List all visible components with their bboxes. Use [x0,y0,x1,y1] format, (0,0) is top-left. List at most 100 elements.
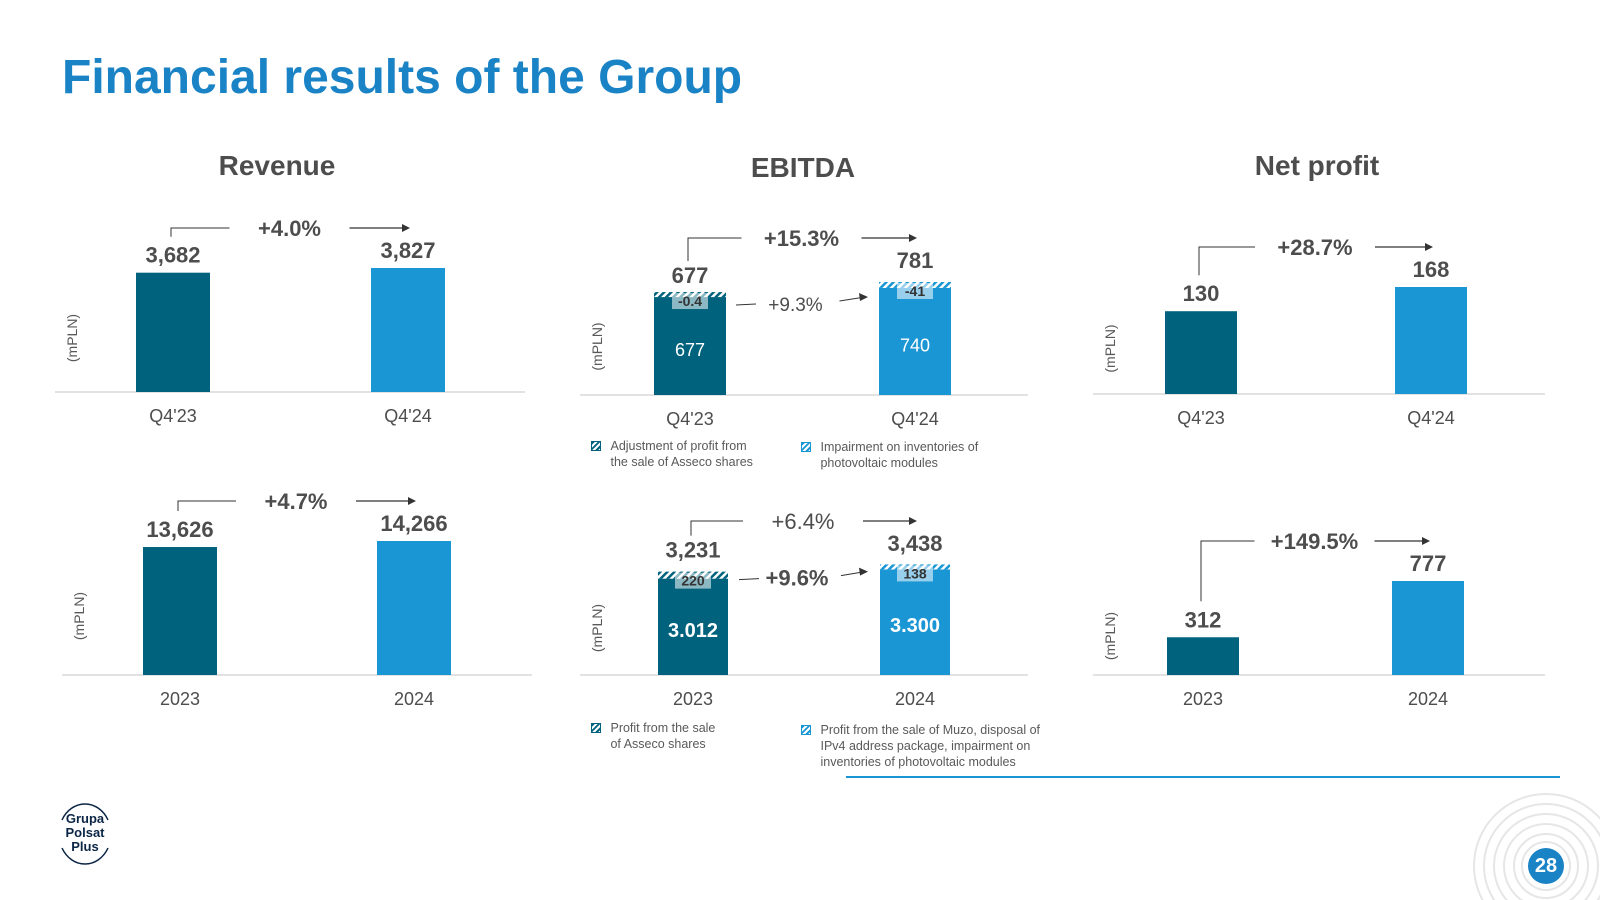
bar [1395,287,1467,394]
legend-line: IPv4 address package, impairment on [820,739,1031,753]
arrow-head-icon [909,517,917,525]
y-axis-label: (mPLN) [71,592,87,640]
value-label: 168 [1413,257,1450,282]
net-profit-heading: Net profit [1254,150,1380,181]
category-label: Q4'23 [1177,408,1224,428]
category-label: 2024 [895,689,935,709]
ebitda-heading: EBITDA [750,152,856,183]
bar [371,268,445,392]
legend-asseco-sale: Profit from the sale of Asseco shares [591,720,715,752]
category-label: Q4'24 [1407,408,1454,428]
value-label: 3,438 [887,531,942,556]
adjustment-label: 220 [681,573,705,589]
legend-line: Profit from the sale [610,721,716,735]
bar-base-segment [654,297,726,395]
value-label: 777 [1410,551,1447,576]
bar-base-segment [658,578,728,675]
arrow-head-icon [1422,537,1430,545]
logo-word: Grupa [65,811,105,826]
adjustment-label-box [897,283,933,299]
concentric-circles-decoration [1473,793,1600,900]
bar [377,541,451,675]
adjustment-label-box [672,293,708,310]
y-axis-label: (mPLN) [1102,324,1118,372]
change-label: +4.0% [258,216,321,241]
logo-word: Polsat [65,825,105,840]
bar [1165,311,1237,394]
bar-base-label: 677 [675,340,705,360]
y-axis-label: (mPLN) [64,314,80,362]
change-label: +4.7% [265,489,328,514]
adjustment-label: -41 [905,283,925,299]
change-connector [177,500,236,512]
hatched-light-swatch [801,442,811,452]
grupa-polsat-plus-logo: Grupa Polsat Plus [54,798,116,868]
logo-word: Plus [71,839,99,854]
category-label: Q4'24 [891,409,938,429]
value-label: 130 [1183,281,1220,306]
bar-base-segment [880,569,950,675]
legend-line: the sale of Asseco shares [610,455,753,469]
value-label: 13,626 [146,517,213,542]
change-label: +15.3% [764,226,839,251]
value-label: 3,682 [145,243,200,268]
adjusted-connector [738,578,760,581]
category-label: 2023 [1183,689,1223,709]
y-axis-label: (mPLN) [589,322,605,370]
y-axis-label: (mPLN) [589,604,605,652]
value-label: 677 [672,263,709,288]
legend-asseco-adjustment: Adjustment of profit from the sale of As… [591,438,753,470]
arrow-head-icon [402,224,410,232]
arrow-head-icon [859,567,868,576]
legend-line: photovoltaic modules [820,456,938,470]
change-label: +28.7% [1277,235,1352,260]
legend-line: of Asseco shares [610,737,706,751]
category-label: Q4'23 [666,409,713,429]
arrow-head-icon [859,293,868,302]
bar-base-label: 740 [900,335,930,355]
change-connector [1198,246,1255,276]
adjusted-change-label: +9.3% [768,295,823,316]
legend-muzo-ipv4: Profit from the sale of Muzo, disposal o… [801,722,1040,770]
change-connector [1200,540,1255,602]
value-label: 312 [1185,607,1222,632]
y-axis-label: (mPLN) [1102,612,1118,660]
change-connector [687,237,742,262]
bar [136,272,210,392]
category-label: 2023 [673,689,713,709]
bar-base-label: 3.012 [668,620,718,642]
adjustment-label: -0.4 [678,293,702,309]
category-label: 2024 [1408,689,1448,709]
value-label: 14,266 [380,511,447,536]
bar [1392,581,1464,675]
category-label: 2024 [394,689,434,709]
legend-line: Impairment on inventories of [820,440,979,454]
bar [143,547,217,675]
hatched-light-swatch [801,725,811,735]
adjusted-change-label: +9.6% [766,566,829,591]
value-label: 3,827 [380,238,435,263]
bar [1167,637,1239,675]
page-title: Financial results of the Group [62,51,743,104]
adjustment-label-box [897,565,933,582]
arrow-head-icon [408,497,416,505]
bar-base-label: 3.300 [890,615,940,637]
category-label: 2023 [160,689,200,709]
legend-inventory-impairment: Impairment on inventories of photovoltai… [801,439,978,471]
divider-line [846,776,1560,778]
hatched-dark-swatch [591,441,601,451]
change-connector [170,227,230,237]
hatched-dark-swatch [591,723,601,733]
arrow-head-icon [909,234,917,242]
value-label: 781 [897,248,934,273]
adjusted-connector [735,303,757,306]
legend-line: Profit from the sale of Muzo, disposal o… [820,723,1041,737]
page-number: 28 [1528,848,1564,884]
change-label: +149.5% [1271,529,1358,554]
legend-line: Adjustment of profit from [610,439,747,453]
